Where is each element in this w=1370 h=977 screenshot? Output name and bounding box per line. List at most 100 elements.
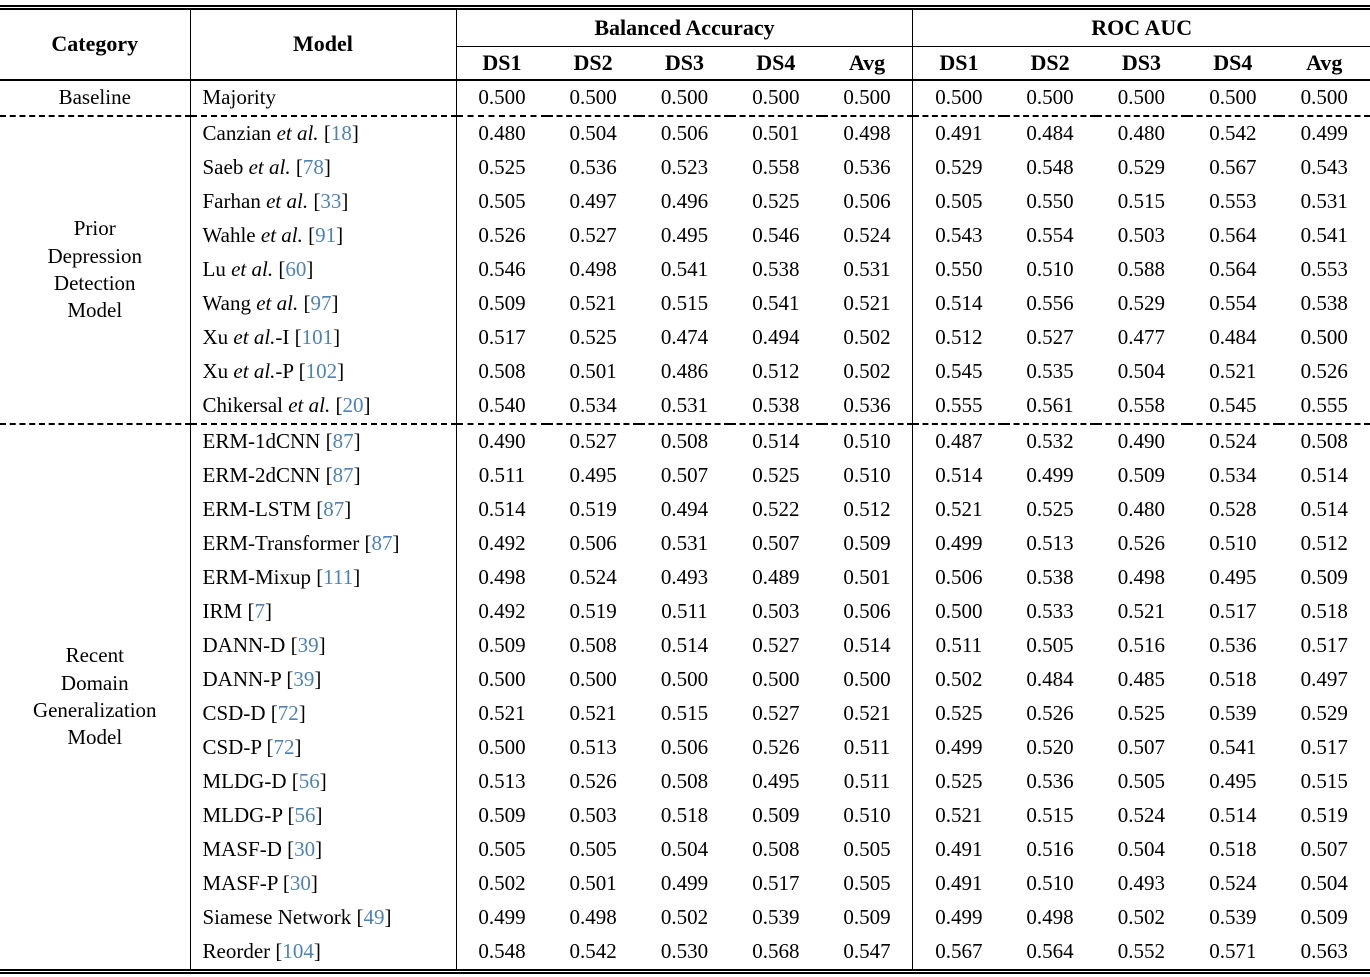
value-cell: 0.552	[1117, 939, 1166, 964]
citation-link[interactable]: 30	[294, 837, 316, 862]
value-cell: 0.517	[1300, 633, 1348, 658]
value-cell: 0.501	[821, 561, 914, 595]
citation-link[interactable]: 91	[315, 223, 337, 248]
value-cell: 0.525	[935, 701, 983, 726]
citation-link[interactable]: 87	[332, 429, 354, 454]
value-cell: 0.502	[935, 667, 983, 692]
value-cell: 0.532	[1004, 423, 1096, 459]
value-cell: 0.498	[478, 565, 526, 590]
value-cell: 0.545	[1209, 393, 1257, 418]
value-cell: 0.503	[752, 599, 800, 624]
table-row: MLDG-P [56] 0.509 0.503 0.518 0.509 0.510 0.52…	[0, 799, 1370, 833]
table-row: Xu et al.-I [101] 0.517 0.525 0.474 0.494 0.5…	[0, 321, 1370, 355]
value-cell: 0.517	[752, 871, 800, 896]
citation-link[interactable]: 101	[301, 325, 334, 350]
model-name: Xu et al.-I [101]	[190, 321, 457, 355]
value-cell: 0.514	[935, 463, 983, 488]
model-name: Xu et al.-P [102]	[190, 355, 457, 389]
value-cell: 0.491	[935, 837, 983, 862]
table-row: Prior Depression Detection Model Canzian et …	[0, 115, 1370, 424]
citation-link[interactable]: 7	[254, 599, 265, 624]
citation-link[interactable]: 72	[273, 735, 295, 760]
citation-link[interactable]: 97	[310, 291, 332, 316]
value-cell: 0.504	[547, 115, 639, 151]
citation-link[interactable]: 39	[293, 667, 315, 692]
value-cell: 0.500	[569, 667, 617, 692]
value-cell: 0.494	[752, 325, 800, 350]
table-row: DANN-D [39] 0.509 0.508 0.514 0.527 0.514 0.51…	[0, 629, 1370, 663]
value-cell: 0.517	[478, 325, 526, 350]
value-cell: 0.514	[821, 629, 914, 663]
value-cell: 0.500	[752, 85, 800, 110]
header-row: Category Model Balanced Accuracy ROC AUC	[0, 7, 1370, 81]
citation-link[interactable]: 18	[330, 121, 352, 146]
table-row: MASF-P [30] 0.502 0.501 0.499 0.517 0.505 0.49…	[0, 867, 1370, 901]
value-cell: 0.507	[1117, 735, 1166, 760]
value-cell: 0.474	[660, 325, 709, 350]
value-cell: 0.517	[1209, 599, 1257, 624]
value-cell: 0.524	[1117, 803, 1166, 828]
model-name: MLDG-P [56]	[190, 799, 457, 833]
subheader-ds4: DS4	[1187, 46, 1279, 81]
value-cell: 0.501	[569, 359, 617, 384]
value-cell: 0.558	[1117, 393, 1166, 418]
citation-link[interactable]: 60	[285, 257, 307, 282]
value-cell: 0.509	[821, 901, 914, 935]
citation-link[interactable]: 102	[305, 359, 338, 384]
model-name: CSD-D [72]	[190, 697, 457, 731]
model-name: Siamese Network [49]	[190, 901, 457, 935]
value-cell: 0.521	[569, 291, 617, 316]
value-cell: 0.500	[752, 667, 800, 692]
et-al-text: et al.	[248, 155, 291, 180]
value-cell: 0.492	[478, 531, 526, 556]
value-cell: 0.512	[821, 493, 914, 527]
citation-link[interactable]: 39	[297, 633, 319, 658]
citation-link[interactable]: 111	[323, 565, 354, 590]
citation-link[interactable]: 72	[277, 701, 299, 726]
value-cell: 0.536	[1026, 769, 1074, 794]
value-cell: 0.495	[1209, 565, 1257, 590]
value-cell: 0.536	[821, 389, 914, 424]
value-cell: 0.484	[1026, 667, 1074, 692]
value-cell: 0.499	[1026, 463, 1074, 488]
citation-link[interactable]: 104	[282, 939, 314, 964]
value-cell: 0.515	[1026, 803, 1074, 828]
citation-link[interactable]: 56	[298, 769, 320, 794]
value-cell: 0.548	[1026, 155, 1074, 180]
citation-link[interactable]: 20	[342, 393, 364, 418]
value-cell: 0.529	[1117, 155, 1166, 180]
value-cell: 0.526	[1026, 701, 1074, 726]
table-body: Baseline Majority 0.500 0.500 0.500 0.500 0.50…	[0, 80, 1370, 972]
citation-link[interactable]: 87	[323, 497, 345, 522]
value-cell: 0.511	[661, 599, 708, 624]
value-cell: 0.516	[1026, 837, 1074, 862]
value-cell: 0.495	[569, 463, 617, 488]
value-cell: 0.503	[569, 803, 617, 828]
citation-link[interactable]: 33	[320, 189, 342, 214]
value-cell: 0.536	[569, 155, 617, 180]
model-name: ERM-1dCNN [87]	[190, 423, 457, 459]
value-cell: 0.567	[1209, 155, 1257, 180]
value-cell: 0.509	[1300, 905, 1348, 930]
results-table: Category Model Balanced Accuracy ROC AUC…	[0, 5, 1370, 974]
value-cell: 0.518	[1300, 599, 1348, 624]
citation-link[interactable]: 30	[289, 871, 311, 896]
value-cell: 0.536	[821, 151, 914, 185]
value-cell: 0.521	[821, 287, 914, 321]
value-cell: 0.498	[821, 115, 914, 151]
value-cell: 0.553	[1209, 189, 1257, 214]
citation-link[interactable]: 87	[371, 531, 393, 556]
citation-link[interactable]: 49	[363, 905, 385, 930]
model-name: ERM-LSTM [87]	[190, 493, 457, 527]
value-cell: 0.517	[1300, 735, 1348, 760]
citation-link[interactable]: 87	[332, 463, 354, 488]
citation-link[interactable]: 56	[294, 803, 316, 828]
citation-link[interactable]: 78	[302, 155, 324, 180]
value-cell: 0.499	[935, 905, 983, 930]
value-cell: 0.563	[1300, 939, 1348, 964]
value-cell: 0.515	[660, 701, 709, 726]
value-cell: 0.558	[752, 155, 800, 180]
model-name: IRM [7]	[190, 595, 457, 629]
value-cell: 0.588	[1117, 257, 1166, 282]
subheader-ds2: DS2	[1004, 46, 1096, 81]
